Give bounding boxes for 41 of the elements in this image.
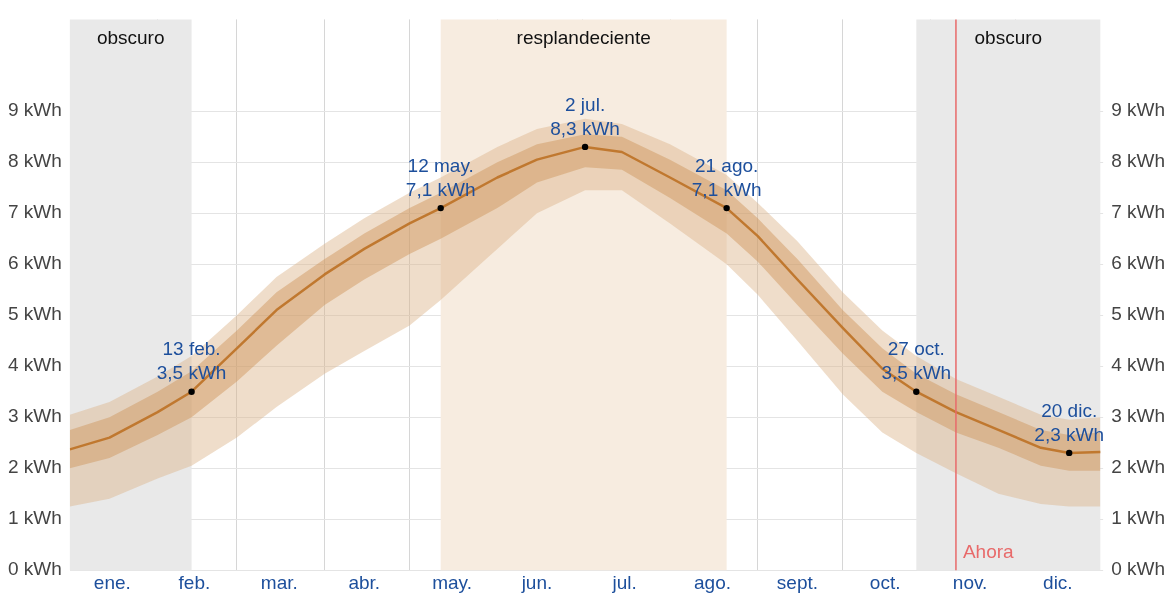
y-tick-label: 7 kWh xyxy=(7,201,62,223)
y-tick-label: 2 kWh xyxy=(7,456,62,478)
x-tick-label: jun. xyxy=(520,571,553,593)
band-label: obscuro xyxy=(96,27,165,49)
x-tick-label: sept. xyxy=(776,571,819,593)
y-tick-label: 1 kWh xyxy=(7,507,62,529)
y2-tick-label: 9 kWh xyxy=(1111,99,1166,121)
x-tick-label: abr. xyxy=(348,571,381,593)
annotation: 21 ago. 7,1 kWh xyxy=(691,154,762,200)
x-tick-label: dic. xyxy=(1043,571,1073,593)
ref-line-label: Ahora xyxy=(962,540,1015,562)
x-tick-label: nov. xyxy=(952,571,988,593)
y2-tick-label: 5 kWh xyxy=(1111,303,1166,325)
x-tick-label: jul. xyxy=(611,571,637,593)
y2-tick-label: 0 kWh xyxy=(1111,558,1166,580)
x-tick-label: feb. xyxy=(178,571,211,593)
y2-tick-label: 1 kWh xyxy=(1111,507,1166,529)
annotation: 13 feb. 3,5 kWh xyxy=(156,338,227,384)
y-tick-label: 9 kWh xyxy=(7,99,62,121)
annotation: 12 may. 7,1 kWh xyxy=(405,154,476,200)
y-tick-label: 8 kWh xyxy=(7,150,62,172)
y2-tick-label: 6 kWh xyxy=(1111,252,1166,274)
y-tick-label: 4 kWh xyxy=(7,354,62,376)
y2-tick-label: 2 kWh xyxy=(1111,456,1166,478)
y-tick-label: 3 kWh xyxy=(7,405,62,427)
y2-tick-label: 3 kWh xyxy=(1111,405,1166,427)
x-tick-label: mar. xyxy=(260,571,298,593)
x-tick-label: may. xyxy=(432,571,472,593)
annotation: 2 jul. 8,3 kWh xyxy=(550,93,620,139)
annotation: 27 oct. 3,5 kWh xyxy=(881,338,952,384)
x-tick-label: ene. xyxy=(93,571,131,593)
y2-tick-label: 8 kWh xyxy=(1111,150,1166,172)
y-tick-label: 5 kWh xyxy=(7,303,62,325)
y2-tick-label: 4 kWh xyxy=(1111,354,1166,376)
y2-tick-label: 7 kWh xyxy=(1111,201,1166,223)
band-label: obscuro xyxy=(974,27,1043,49)
y-tick-label: 6 kWh xyxy=(7,252,62,274)
y-tick-label: 0 kWh xyxy=(7,558,62,580)
x-tick-label: ago. xyxy=(693,571,731,593)
x-tick-label: oct. xyxy=(869,571,901,593)
band-label: resplandeciente xyxy=(516,27,651,49)
